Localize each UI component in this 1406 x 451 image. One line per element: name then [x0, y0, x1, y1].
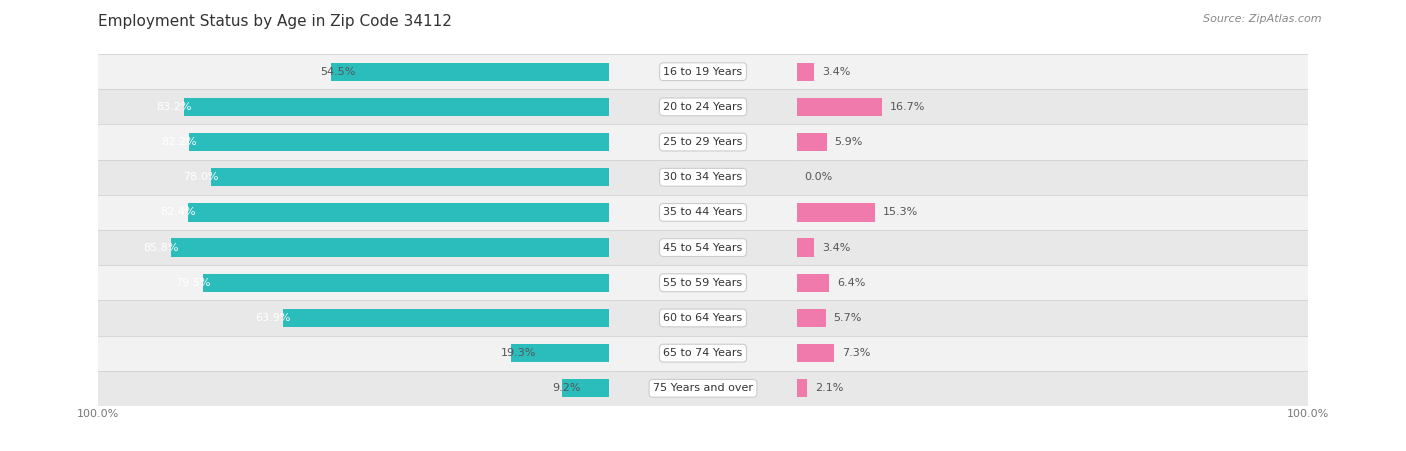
Bar [98, 54, 1121, 89]
Bar [285, 160, 1308, 195]
Bar [797, 379, 807, 397]
Bar [172, 239, 609, 257]
Bar [797, 203, 875, 221]
Text: Source: ZipAtlas.com: Source: ZipAtlas.com [1204, 14, 1322, 23]
Text: 5.7%: 5.7% [834, 313, 862, 323]
Bar [190, 133, 609, 151]
Bar [98, 265, 1121, 300]
Bar [98, 195, 1121, 230]
Text: 35 to 44 Years: 35 to 44 Years [664, 207, 742, 217]
Bar [285, 124, 1308, 160]
Bar [0, 371, 1406, 406]
Bar [0, 54, 1406, 89]
Text: 30 to 34 Years: 30 to 34 Years [664, 172, 742, 182]
Bar [330, 63, 609, 81]
Text: 19.3%: 19.3% [501, 348, 536, 358]
Bar [0, 124, 1406, 160]
Bar [0, 336, 1406, 371]
Bar [285, 336, 1308, 371]
Bar [98, 300, 1121, 336]
Bar [285, 265, 1308, 300]
Bar [98, 89, 1121, 124]
Bar [285, 230, 1308, 265]
Text: 54.5%: 54.5% [321, 67, 356, 77]
Text: 60 to 64 Years: 60 to 64 Years [664, 313, 742, 323]
Text: 63.9%: 63.9% [254, 313, 291, 323]
Bar [0, 230, 1406, 265]
Bar [188, 203, 609, 221]
Text: Employment Status by Age in Zip Code 34112: Employment Status by Age in Zip Code 341… [98, 14, 453, 28]
Text: 82.2%: 82.2% [162, 137, 197, 147]
Text: 79.5%: 79.5% [176, 278, 211, 288]
Bar [98, 230, 1121, 265]
Text: 55 to 59 Years: 55 to 59 Years [664, 278, 742, 288]
Bar [797, 344, 834, 362]
Text: 9.2%: 9.2% [553, 383, 581, 393]
Text: 5.9%: 5.9% [835, 137, 863, 147]
Bar [797, 63, 814, 81]
Bar [283, 309, 609, 327]
Bar [285, 89, 1308, 124]
Bar [285, 195, 1308, 230]
Bar [0, 89, 1406, 124]
Bar [797, 239, 814, 257]
Bar [211, 168, 609, 186]
Text: 6.4%: 6.4% [837, 278, 866, 288]
Text: 82.4%: 82.4% [160, 207, 195, 217]
Text: 20 to 24 Years: 20 to 24 Years [664, 102, 742, 112]
Text: 65 to 74 Years: 65 to 74 Years [664, 348, 742, 358]
Text: 0.0%: 0.0% [804, 172, 832, 182]
Text: 78.0%: 78.0% [183, 172, 218, 182]
Bar [797, 133, 827, 151]
Bar [0, 160, 1406, 195]
Text: 15.3%: 15.3% [883, 207, 918, 217]
Bar [285, 300, 1308, 336]
Bar [98, 336, 1121, 371]
Bar [0, 265, 1406, 300]
Text: 3.4%: 3.4% [821, 67, 851, 77]
Bar [797, 98, 882, 116]
Text: 83.2%: 83.2% [156, 102, 191, 112]
Text: 7.3%: 7.3% [842, 348, 870, 358]
Bar [202, 274, 609, 292]
Text: 2.1%: 2.1% [815, 383, 844, 393]
Bar [797, 309, 825, 327]
Bar [0, 195, 1406, 230]
Text: 85.8%: 85.8% [143, 243, 179, 253]
Bar [562, 379, 609, 397]
Text: 45 to 54 Years: 45 to 54 Years [664, 243, 742, 253]
Bar [285, 54, 1308, 89]
Text: 25 to 29 Years: 25 to 29 Years [664, 137, 742, 147]
Bar [98, 371, 1121, 406]
Text: 3.4%: 3.4% [821, 243, 851, 253]
Bar [98, 124, 1121, 160]
Text: 16 to 19 Years: 16 to 19 Years [664, 67, 742, 77]
Text: 16.7%: 16.7% [890, 102, 925, 112]
Bar [184, 98, 609, 116]
Bar [0, 300, 1406, 336]
Bar [285, 371, 1308, 406]
Bar [510, 344, 609, 362]
Text: 75 Years and over: 75 Years and over [652, 383, 754, 393]
Bar [797, 274, 830, 292]
Bar [98, 160, 1121, 195]
